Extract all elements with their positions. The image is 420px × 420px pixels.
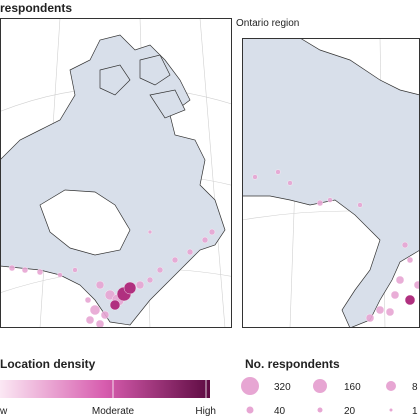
- figure-title: respondents: [0, 1, 72, 15]
- legend-label: 160: [344, 382, 361, 393]
- respondent-dots: [8, 228, 216, 328]
- panel-label: Ontario region: [236, 18, 299, 29]
- legend-label: 20: [344, 406, 356, 417]
- legend-label: 8: [412, 382, 418, 393]
- legend-label: 320: [274, 382, 291, 393]
- legend-label: w: [0, 406, 8, 417]
- legend-title: Location density: [0, 357, 96, 371]
- legend-label: 1: [412, 406, 418, 417]
- canada-map: [0, 18, 232, 328]
- legend-label: 40: [274, 406, 286, 417]
- legend-label: Moderate: [92, 406, 135, 417]
- ontario-map: [242, 38, 420, 328]
- respondent-dots: [252, 169, 420, 323]
- legend-title: No. respondents: [245, 357, 340, 371]
- legend-label: High: [195, 406, 216, 417]
- density-gradient: [0, 380, 210, 398]
